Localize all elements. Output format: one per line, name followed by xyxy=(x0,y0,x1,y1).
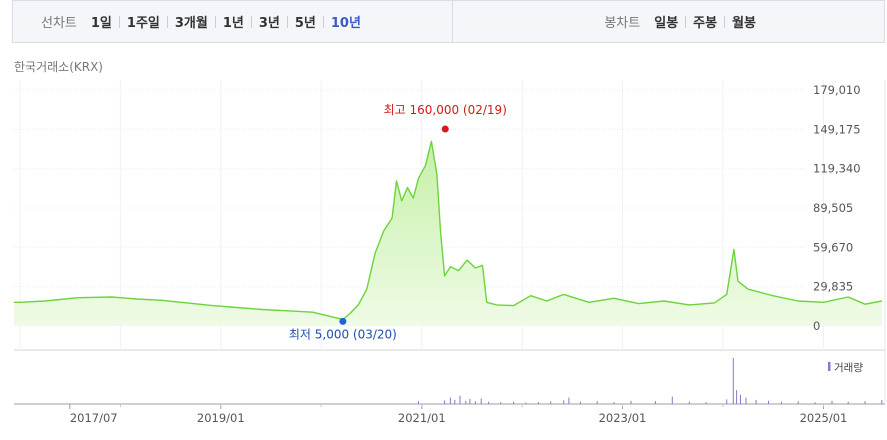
tab-1d[interactable]: 1일 xyxy=(90,16,112,31)
volume-bar xyxy=(480,398,482,404)
tab-separator xyxy=(214,15,216,28)
y-tick-label: 89,505 xyxy=(813,201,853,215)
volume-bar xyxy=(881,399,883,404)
tab-monthly[interactable]: 월봉 xyxy=(732,16,756,31)
line-chart-label: 선차트 xyxy=(41,16,77,31)
volume-bar xyxy=(465,400,467,404)
tab-3m[interactable]: 3개월 xyxy=(174,16,208,31)
volume-bar xyxy=(568,397,570,404)
volume-bar xyxy=(630,400,632,404)
volume-bar xyxy=(671,396,673,404)
tab-separator xyxy=(286,15,288,28)
tab-daily[interactable]: 일봉 xyxy=(654,16,679,31)
source-label: 한국거래소(KRX) xyxy=(14,60,103,74)
volume-bar xyxy=(736,390,738,404)
x-tick-label: 2021/01 xyxy=(398,411,446,425)
volume-bar xyxy=(474,401,476,404)
volume-bar xyxy=(550,401,552,404)
y-tick-label: 59,670 xyxy=(813,240,853,254)
x-tick-label: 2025/01 xyxy=(800,411,848,425)
volume-bar xyxy=(847,401,849,404)
line-chart-group: 선차트 1일 1주일 3개월 1년 3년 5년 10년 xyxy=(13,1,453,42)
tab-separator xyxy=(250,15,252,28)
tab-separator xyxy=(118,15,120,28)
low-annotation: 최저 5,000 (03/20) xyxy=(289,327,397,341)
volume-bar xyxy=(740,394,741,404)
volume-bar xyxy=(655,401,656,404)
x-tick-label: 2017/07 xyxy=(70,411,118,425)
volume-legend-label: 거래량 xyxy=(834,362,863,374)
volume-bar xyxy=(780,401,782,404)
volume-bar xyxy=(418,401,419,404)
high-marker xyxy=(441,125,449,133)
volume-bar xyxy=(537,402,539,404)
high-annotation: 최고 160,000 (02/19) xyxy=(384,103,507,117)
volume-bar xyxy=(579,401,581,404)
volume-bar xyxy=(864,401,866,404)
tab-separator xyxy=(685,15,687,28)
tab-5y[interactable]: 5년 xyxy=(294,16,316,31)
price-area-fill xyxy=(14,141,882,326)
chart-tabs-bar: 선차트 1일 1주일 3개월 1년 3년 5년 10년 봉차트 일봉 주봉 월봉 xyxy=(12,0,885,43)
volume-bar xyxy=(705,402,707,404)
volume-bar xyxy=(469,398,471,404)
volume-bar xyxy=(797,401,799,404)
volume-bar xyxy=(688,401,690,404)
tab-1y[interactable]: 1년 xyxy=(222,16,244,31)
volume-bar xyxy=(500,402,502,404)
volume-bar xyxy=(814,402,816,404)
volume-bar xyxy=(454,399,456,404)
tab-weekly[interactable]: 주봉 xyxy=(693,16,718,31)
candle-chart-group: 봉차트 일봉 주봉 월봉 xyxy=(453,1,884,42)
volume-bar xyxy=(525,402,527,404)
tab-3y[interactable]: 3년 xyxy=(258,16,280,31)
low-marker xyxy=(339,317,347,325)
volume-bar xyxy=(831,400,833,404)
tab-10y[interactable]: 10년 xyxy=(330,16,361,31)
volume-bar xyxy=(768,400,769,404)
tab-1w[interactable]: 1주일 xyxy=(126,16,160,31)
y-tick-label: 119,340 xyxy=(813,162,861,176)
volume-bar xyxy=(745,397,747,404)
y-tick-label: 179,010 xyxy=(813,83,861,97)
volume-legend-swatch xyxy=(828,362,831,371)
candle-chart-label: 봉차트 xyxy=(604,16,641,31)
x-tick-label: 2019/01 xyxy=(197,411,245,425)
x-tick-label: 2023/01 xyxy=(599,411,647,425)
volume-bar xyxy=(513,401,515,404)
volume-bar xyxy=(732,358,734,404)
tab-separator xyxy=(166,15,168,28)
tab-separator xyxy=(322,15,324,28)
volume-bar xyxy=(459,395,461,404)
volume-bar xyxy=(726,399,728,404)
volume-bar xyxy=(755,399,757,404)
volume-bar xyxy=(613,402,615,404)
volume-bar xyxy=(444,400,446,404)
y-tick-label: 149,175 xyxy=(813,122,861,136)
volume-bar xyxy=(596,401,598,404)
price-line xyxy=(14,140,882,321)
volume-bar xyxy=(488,401,490,404)
volume-bar xyxy=(563,400,565,404)
tab-separator xyxy=(724,15,726,28)
volume-bar xyxy=(449,397,451,404)
y-tick-label: 29,835 xyxy=(813,280,853,294)
y-tick-label: 0 xyxy=(813,319,820,333)
